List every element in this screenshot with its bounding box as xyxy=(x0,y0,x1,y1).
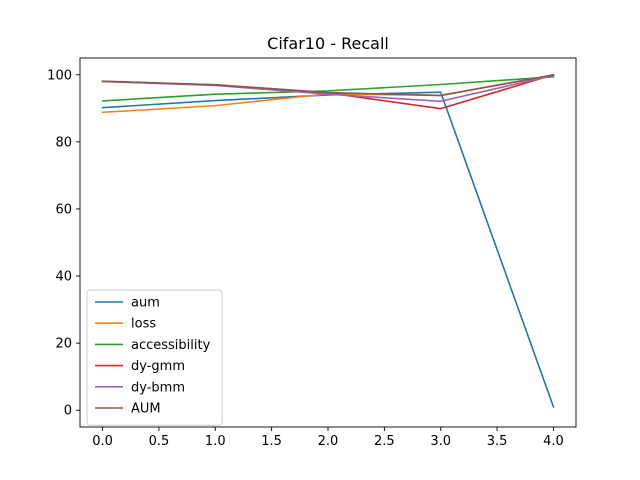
series-line-accessibility xyxy=(101,75,555,102)
legend-label-loss: loss xyxy=(131,317,156,332)
plot-area: 0.0 0.5 1.0 1.5 2.0 2.5 3.0 3.5 4.0 0 20 40 60 80 100 xyxy=(47,57,577,449)
x-tick-label: 0.0 xyxy=(92,434,113,449)
legend-label-aum: AUM xyxy=(131,402,161,417)
x-tick-label: 1.5 xyxy=(261,434,282,449)
y-tick-label: 0 xyxy=(64,404,72,419)
y-tick-label: 60 xyxy=(55,202,72,217)
chart-title: Cifar10 - Recall xyxy=(267,34,389,53)
x-tick-label: 4.0 xyxy=(543,434,564,449)
y-tick-label: 80 xyxy=(55,135,72,150)
x-tick-label: 2.0 xyxy=(318,434,339,449)
legend: aum loss accessibility dy-gmm dy-bmm AUM xyxy=(86,289,223,426)
x-tick-label: 1.0 xyxy=(205,434,226,449)
legend-label-dy-bmm: dy-bmm xyxy=(131,380,185,395)
y-tick-label: 20 xyxy=(55,337,72,352)
x-tick-label: 3.0 xyxy=(430,434,451,449)
legend-label-aum: aum xyxy=(131,296,160,311)
legend-label-accessibility: accessibility xyxy=(131,338,211,353)
series-line-aum xyxy=(101,73,555,97)
y-tick-label: 100 xyxy=(47,68,72,83)
legend-label-dy-gmm: dy-gmm xyxy=(131,359,185,374)
x-tick-label: 0.5 xyxy=(149,434,170,449)
x-tick-label: 3.5 xyxy=(487,434,508,449)
y-tick-label: 40 xyxy=(55,270,72,285)
x-tick-label: 2.5 xyxy=(374,434,395,449)
